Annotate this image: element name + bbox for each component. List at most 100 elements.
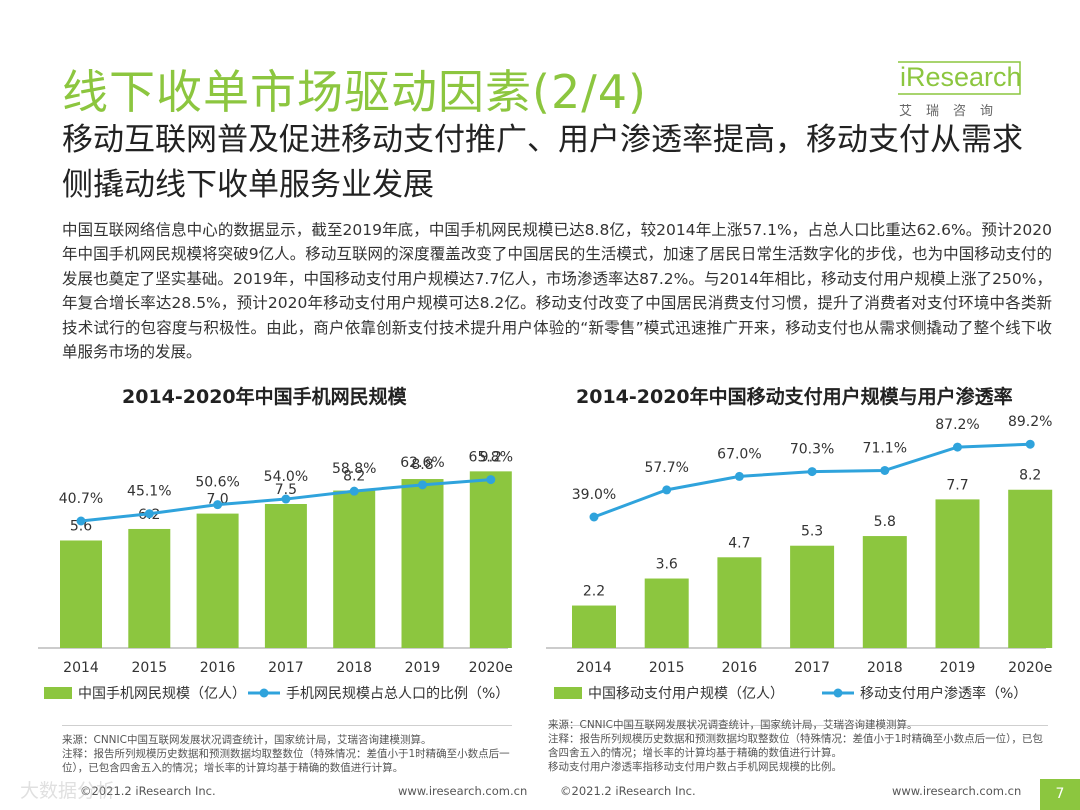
bar bbox=[644, 578, 689, 648]
x-tick-label: 2020e bbox=[469, 660, 513, 676]
x-tick-label: 2015 bbox=[131, 660, 167, 676]
x-tick-label: 2017 bbox=[794, 660, 830, 676]
chart-mobile-payment-users: 2.2 2014 3.6 2015 4.7 2016 5.3 2017 5.8 2018 7.7 20… bbox=[546, 414, 1053, 702]
bar-value-label: 2.2 bbox=[583, 584, 605, 600]
bar bbox=[935, 499, 980, 648]
footer-url-left: www.iresearch.com.cn bbox=[398, 784, 528, 798]
page-subtitle: 移动互联网普及促进移动支付推广、用户渗透率提高，移动支付从需求侧撬动线下收单服务… bbox=[62, 122, 1023, 203]
line-value-label: 40.7% bbox=[59, 491, 103, 507]
x-tick-label: 2018 bbox=[336, 660, 372, 676]
bar-value-label: 5.8 bbox=[874, 514, 896, 530]
body-paragraph: 中国互联网络信息中心的数据显示，截至2019年底，中国手机网民规模已达8.8亿，… bbox=[62, 221, 1052, 362]
iresearch-logo: iResearch 艾瑞咨询 bbox=[894, 60, 1034, 120]
x-tick-label: 2017 bbox=[268, 660, 304, 676]
line-value-label: 65.8% bbox=[469, 450, 513, 466]
line-value-label: 71.1% bbox=[863, 440, 907, 456]
x-tick-label: 2016 bbox=[722, 660, 758, 676]
bar-value-label: 3.6 bbox=[656, 557, 678, 573]
line-point bbox=[281, 494, 291, 504]
legend-line-label: 移动支付用户渗透率（%） bbox=[860, 685, 1027, 702]
footnote-divider-right bbox=[548, 725, 1048, 726]
footnote-note: 注释：报告所列规模历史数据和预测数据均取整数位（特殊情况：差值小于1时精确至小数… bbox=[62, 748, 510, 774]
bar bbox=[790, 545, 835, 648]
page-number: 7 bbox=[1040, 779, 1080, 810]
line-value-label: 57.7% bbox=[644, 460, 688, 476]
legend-bar-swatch bbox=[554, 687, 582, 699]
line-point bbox=[418, 480, 427, 490]
logo-cn-text: 艾瑞咨询 bbox=[899, 104, 1008, 119]
x-tick-label: 2016 bbox=[200, 660, 236, 676]
line-value-label: 45.1% bbox=[127, 484, 171, 500]
footnote-divider-left bbox=[62, 725, 512, 726]
bar bbox=[469, 471, 512, 648]
bar-value-label: 5.6 bbox=[70, 518, 92, 534]
line-point bbox=[880, 465, 890, 475]
bar bbox=[717, 557, 762, 648]
bar-value-label: 9.2 bbox=[480, 449, 502, 465]
legend-line-label: 手机网民规模占总人口的比例（%） bbox=[286, 686, 509, 702]
x-tick-label: 2019 bbox=[405, 660, 441, 676]
footnote-definition: 移动支付用户渗透率指移动支付用户数占手机网民规模的比例。 bbox=[548, 761, 842, 773]
bar bbox=[196, 513, 239, 648]
legend-bar-label: 中国手机网民规模（亿人） bbox=[78, 686, 246, 702]
logo-frame bbox=[898, 61, 1021, 95]
line-value-label: 39.0% bbox=[572, 487, 616, 503]
bar bbox=[1008, 489, 1053, 648]
line-point bbox=[213, 500, 223, 510]
footer-url-right: www.iresearch.com.cn bbox=[892, 784, 1022, 798]
line-point bbox=[349, 486, 359, 496]
bar-value-label: 4.7 bbox=[728, 535, 750, 551]
footnotes-right: 来源：CNNIC中国互联网发展状况调查统计，国家统计局，艾瑞咨询建模测算。 注释… bbox=[548, 718, 1053, 774]
legend-bar-swatch bbox=[44, 687, 72, 699]
chart-2-title: 2014-2020年中国移动支付用户规模与用户渗透率 bbox=[576, 386, 1013, 408]
bar-value-label: 7.5 bbox=[275, 482, 297, 498]
line-value-label: 62.6% bbox=[400, 455, 444, 471]
page-title: 线下收单市场驱动因素(2/4) bbox=[62, 65, 647, 119]
line-point bbox=[662, 485, 672, 495]
footer-copyright-left: ©2021.2 iResearch Inc. bbox=[80, 784, 216, 798]
x-tick-label: 2015 bbox=[649, 660, 685, 676]
bar bbox=[862, 536, 907, 648]
chart-mobile-netizens: 5.620146.220157.020167.520178.220188.820… bbox=[38, 449, 513, 702]
line-value-label: 54.0% bbox=[264, 469, 308, 485]
chart-1-title: 2014-2020年中国手机网民规模 bbox=[122, 386, 407, 408]
footnote-source: 来源：CNNIC中国互联网发展状况调查统计，国家统计局，艾瑞咨询建模测算。 bbox=[548, 719, 918, 731]
line-point bbox=[807, 467, 817, 477]
x-tick-label: 2014 bbox=[63, 660, 99, 676]
bar-value-label: 8.8 bbox=[411, 457, 433, 473]
bar bbox=[333, 490, 376, 648]
line-value-label: 87.2% bbox=[935, 417, 979, 433]
line-value-label: 70.3% bbox=[790, 442, 834, 458]
footer-copyright-right: ©2021.2 iResearch Inc. bbox=[560, 784, 696, 798]
bar-value-label: 5.3 bbox=[801, 524, 823, 540]
bar bbox=[60, 540, 102, 648]
line-point bbox=[76, 516, 86, 526]
bar-value-label: 8.2 bbox=[343, 469, 365, 485]
legend-line-marker bbox=[833, 688, 843, 698]
bar-value-label: 8.2 bbox=[1019, 468, 1041, 484]
bar bbox=[128, 528, 171, 648]
bar bbox=[401, 479, 444, 648]
legend-line-marker bbox=[259, 688, 269, 698]
line-point bbox=[953, 442, 962, 452]
logo-wordmark: iResearch bbox=[900, 62, 1022, 92]
line-point bbox=[144, 509, 154, 519]
bar-value-label: 7.7 bbox=[946, 477, 968, 493]
line-value-label: 58.8% bbox=[332, 461, 376, 477]
line-point bbox=[589, 512, 599, 522]
line-value-label: 67.0% bbox=[717, 446, 761, 462]
line-point bbox=[1025, 439, 1035, 449]
x-tick-label: 2014 bbox=[576, 660, 612, 676]
bar bbox=[572, 605, 616, 648]
line-point bbox=[734, 471, 744, 481]
x-tick-label: 2019 bbox=[940, 660, 976, 676]
footnotes-left: 来源：CNNIC中国互联网发展状况调查统计，国家统计局，艾瑞咨询建模测算。 注释… bbox=[62, 733, 522, 775]
bar bbox=[264, 504, 307, 648]
line-point bbox=[486, 475, 496, 485]
line-value-label: 50.6% bbox=[195, 475, 239, 491]
footnote-note: 注释：报告所列规模历史数据和预测数据均取整数位（特殊情况：差值小于1时精确至小数… bbox=[548, 733, 1043, 759]
footnote-source: 来源：CNNIC中国互联网发展状况调查统计，国家统计局，艾瑞咨询建模测算。 bbox=[62, 734, 432, 746]
x-tick-label: 2018 bbox=[867, 660, 903, 676]
x-tick-label: 2020e bbox=[1008, 660, 1052, 676]
legend-bar-label: 中国移动支付用户规模（亿人） bbox=[588, 685, 784, 702]
